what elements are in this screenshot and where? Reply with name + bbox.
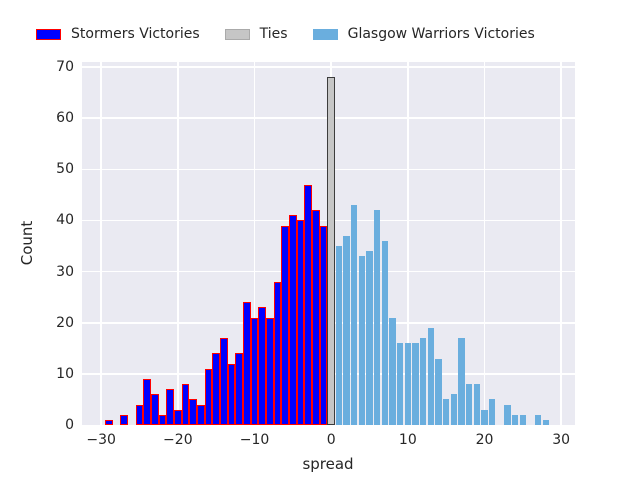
histogram-bar-glasgow-spread-19 [473,384,480,425]
histogram-bar-glasgow-spread-6 [374,210,381,425]
legend-item-ties: Ties [224,26,288,42]
histogram-bar-glasgow-spread-23 [504,404,511,425]
histogram-bar-stormers-spread--5 [289,215,297,425]
histogram-bar-stormers-spread--1 [319,225,328,425]
x-tick-label: 10 [398,432,417,448]
x-tick-label: 30 [552,432,571,448]
y-tick-label: 40 [56,212,74,229]
histogram-bar-stormers-spread--3 [304,184,312,425]
h-gridline [82,66,575,68]
histogram-bar-stormers-spread--23 [151,394,159,425]
histogram-bar-glasgow-spread-3 [351,205,358,425]
v-gridline [483,62,486,425]
histogram-bar-stormers-spread--10 [250,317,259,425]
histogram-bar-glasgow-spread-13 [427,327,434,425]
histogram-bar-glasgow-spread-14 [435,358,442,425]
histogram-bar-stormers-spread--16 [204,368,213,425]
histogram-bar-glasgow-spread-2 [343,235,350,425]
v-gridline [560,62,562,425]
legend-item-stormers: Stormers Victories [36,26,200,42]
y-tick-label: 70 [56,59,74,76]
histogram-bar-glasgow-spread-10 [404,343,411,425]
v-gridline [253,62,256,425]
x-tick-label: 0 [326,432,336,448]
y-tick-label: 0 [65,417,74,433]
histogram-bar-stormers-spread--9 [258,307,266,425]
histogram-bar-ties-spread-0 [327,77,335,425]
histogram-bar-glasgow-spread-18 [466,384,473,425]
histogram-bar-glasgow-spread-28 [542,419,549,425]
histogram-bar-stormers-spread--18 [189,399,197,425]
histogram-bar-stormers-spread--8 [266,317,274,425]
histogram-bar-stormers-spread--29 [105,419,113,425]
histogram-bar-stormers-spread--24 [143,378,151,425]
histogram-bar-glasgow-spread-8 [389,317,396,425]
histogram-bar-glasgow-spread-16 [450,394,457,425]
histogram-bar-stormers-spread--6 [281,225,289,425]
x-tick-label: 20 [475,432,494,448]
histogram-bar-glasgow-spread-17 [458,338,465,425]
histogram-bar-stormers-spread--13 [227,363,236,425]
glasgow-swatch-icon [312,28,338,40]
y-tick-label: 50 [56,161,74,178]
histogram-bar-glasgow-spread-24 [512,414,519,425]
v-gridline [407,62,409,425]
legend: Stormers Victories Ties Glasgow Warriors… [36,26,560,42]
histogram-bar-stormers-spread--25 [135,404,144,425]
histogram-bar-glasgow-spread-5 [366,251,373,425]
histogram-bar-stormers-spread--14 [220,338,228,425]
histogram-bar-stormers-spread--19 [181,384,190,425]
v-gridline [177,62,179,425]
histogram-bar-glasgow-spread-9 [397,343,404,425]
histogram-bar-glasgow-spread-21 [489,399,496,425]
histogram-bar-glasgow-spread-7 [381,240,388,425]
histogram-bar-stormers-spread--2 [312,210,320,425]
x-axis-title: spread [302,455,354,473]
legend-item-glasgow: Glasgow Warriors Victories [312,26,535,42]
y-tick-label: 60 [56,110,74,127]
histogram-bar-glasgow-spread-12 [420,338,427,425]
x-tick-label: −30 [86,432,116,448]
histogram-bar-stormers-spread--12 [235,353,243,425]
histogram-bar-glasgow-spread-4 [358,256,365,425]
plot-area [82,62,575,425]
histogram-bar-glasgow-spread-11 [412,343,419,425]
histogram-bar-stormers-spread--27 [120,414,128,425]
histogram-bar-stormers-spread--17 [197,404,205,425]
histogram-bar-stormers-spread--20 [174,409,182,425]
histogram-bar-glasgow-spread-25 [519,414,526,425]
x-tick-label: −20 [163,432,193,448]
histogram-bar-stormers-spread--15 [212,353,220,425]
legend-label-glasgow: Glasgow Warriors Victories [347,26,535,42]
y-tick-label: 10 [56,365,74,382]
ties-swatch-icon [224,28,250,40]
histogram-bar-glasgow-spread-27 [535,414,542,425]
y-tick-label: 30 [56,263,74,280]
histogram-bar-glasgow-spread-1 [335,246,342,425]
histogram-bar-stormers-spread--4 [296,220,305,425]
x-tick-label: −10 [239,432,270,448]
y-tick-label: 20 [56,314,74,331]
histogram-bar-stormers-spread--22 [158,414,167,425]
histogram-bar-glasgow-spread-15 [443,399,450,425]
histogram-bar-glasgow-spread-20 [481,409,488,425]
legend-label-stormers: Stormers Victories [71,26,200,42]
y-axis-title: Count [18,220,36,266]
histogram-bar-stormers-spread--21 [166,389,174,425]
histogram-bar-stormers-spread--11 [243,302,251,425]
v-gridline [100,62,102,425]
histogram-bar-stormers-spread--7 [273,281,282,425]
stormers-swatch-icon [36,28,61,40]
legend-label-ties: Ties [259,26,288,42]
